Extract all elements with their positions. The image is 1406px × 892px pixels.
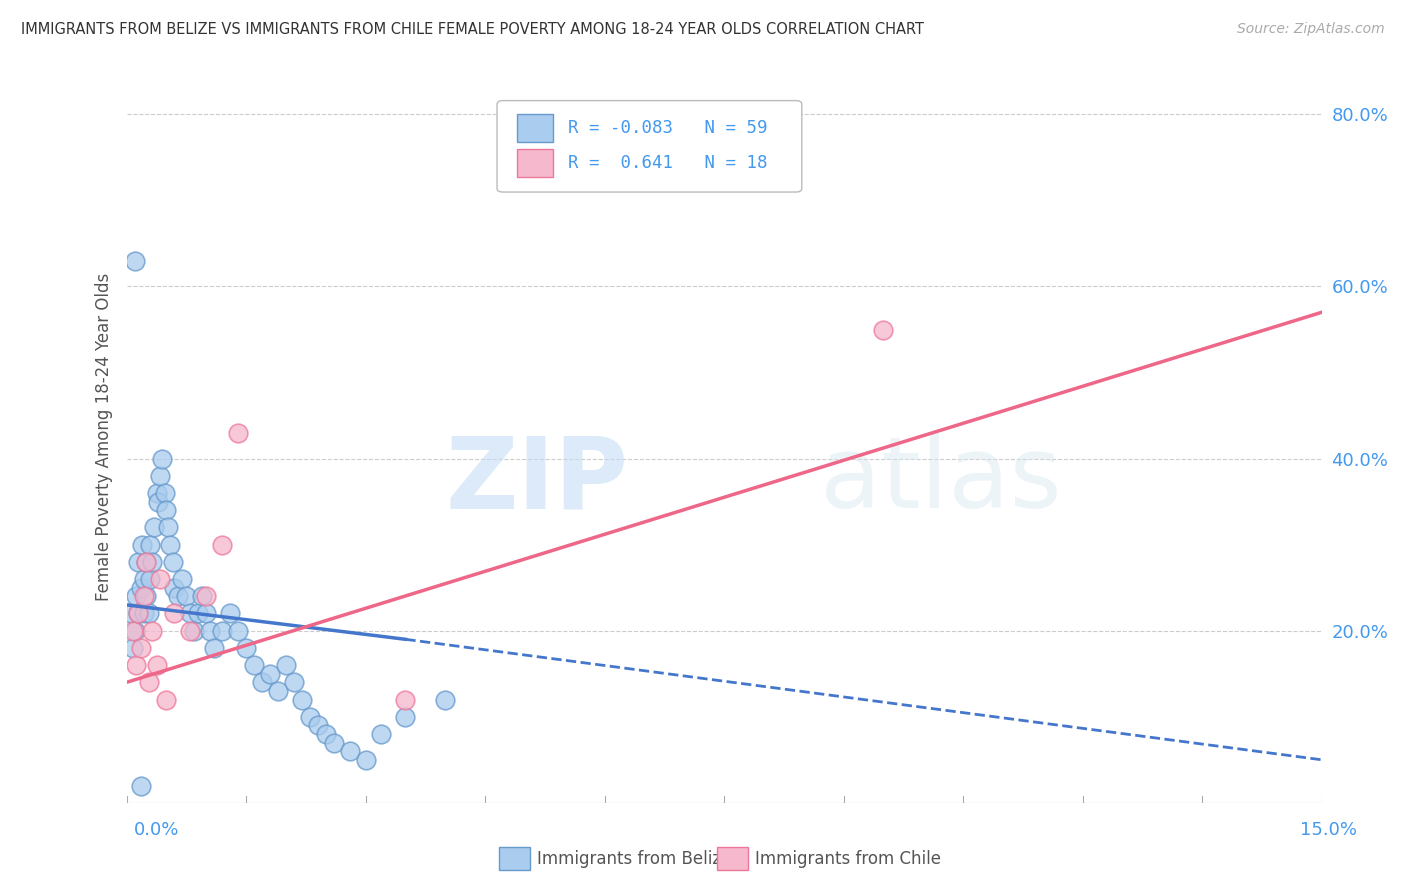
Point (211, 538, 233, 552)
Point (195, 607, 218, 621)
Point (162, 555, 184, 569)
Point (219, 607, 242, 621)
Point (131, 538, 153, 552)
Point (172, 572, 194, 586)
Point (179, 624, 201, 638)
Point (139, 538, 162, 552)
Point (127, 555, 149, 569)
Point (259, 666, 281, 681)
Point (143, 520, 166, 534)
Point (127, 607, 149, 621)
Point (132, 572, 155, 586)
Text: Immigrants from Chile: Immigrants from Chile (755, 849, 941, 868)
Point (149, 572, 172, 586)
Point (200, 624, 222, 638)
Point (179, 607, 201, 621)
Point (394, 710, 416, 724)
Point (354, 753, 377, 767)
Point (122, 624, 145, 638)
Point (187, 607, 209, 621)
Text: ZIP: ZIP (446, 433, 628, 530)
Point (195, 589, 218, 603)
Point (141, 555, 163, 569)
Point (138, 607, 160, 621)
Point (138, 675, 160, 690)
Point (322, 735, 344, 749)
Point (135, 555, 157, 569)
Point (146, 658, 169, 673)
Point (250, 675, 273, 690)
Point (394, 692, 416, 706)
Y-axis label: Female Poverty Among 18-24 Year Olds: Female Poverty Among 18-24 Year Olds (94, 273, 112, 601)
Point (153, 486, 176, 500)
Point (155, 503, 177, 517)
Text: R =  0.641   N = 18: R = 0.641 N = 18 (568, 153, 768, 172)
Point (163, 581, 186, 595)
Point (370, 727, 392, 741)
Point (152, 451, 174, 466)
FancyBboxPatch shape (498, 101, 801, 192)
Point (174, 589, 197, 603)
Point (125, 589, 148, 603)
Text: Source: ZipAtlas.com: Source: ZipAtlas.com (1237, 22, 1385, 37)
Point (129, 581, 152, 595)
Point (122, 640, 145, 655)
Point (274, 658, 297, 673)
Point (202, 640, 225, 655)
Point (146, 486, 169, 500)
Point (120, 607, 142, 621)
Point (235, 640, 257, 655)
Point (434, 692, 457, 706)
Text: atlas: atlas (820, 433, 1062, 530)
Point (872, 322, 894, 336)
Point (339, 744, 361, 758)
Text: Immigrants from Belize: Immigrants from Belize (537, 849, 731, 868)
Point (283, 675, 305, 690)
Point (124, 253, 146, 268)
Point (183, 624, 205, 638)
Point (149, 468, 172, 483)
Point (148, 494, 170, 508)
Point (243, 658, 266, 673)
Point (163, 607, 186, 621)
Point (159, 538, 181, 552)
Point (129, 640, 152, 655)
Text: 15.0%: 15.0% (1299, 821, 1357, 838)
Point (156, 520, 179, 534)
Text: 0.0%: 0.0% (134, 821, 179, 838)
Point (139, 572, 162, 586)
Point (211, 624, 233, 638)
Point (141, 624, 163, 638)
Point (291, 692, 314, 706)
Point (307, 718, 329, 732)
Point (226, 624, 249, 638)
Text: R = -0.083   N = 59: R = -0.083 N = 59 (568, 119, 768, 136)
Point (167, 589, 190, 603)
Point (124, 624, 146, 638)
FancyBboxPatch shape (517, 114, 553, 142)
Point (132, 607, 155, 621)
FancyBboxPatch shape (517, 149, 553, 177)
Point (129, 779, 152, 793)
Point (226, 425, 249, 440)
Text: IMMIGRANTS FROM BELIZE VS IMMIGRANTS FROM CHILE FEMALE POVERTY AMONG 18-24 YEAR : IMMIGRANTS FROM BELIZE VS IMMIGRANTS FRO… (21, 22, 924, 37)
Point (127, 607, 149, 621)
Point (155, 692, 177, 706)
Point (191, 589, 214, 603)
Point (267, 684, 290, 698)
Point (135, 589, 157, 603)
Point (132, 589, 155, 603)
Point (135, 555, 157, 569)
Point (315, 727, 337, 741)
Point (125, 658, 148, 673)
Point (298, 710, 321, 724)
